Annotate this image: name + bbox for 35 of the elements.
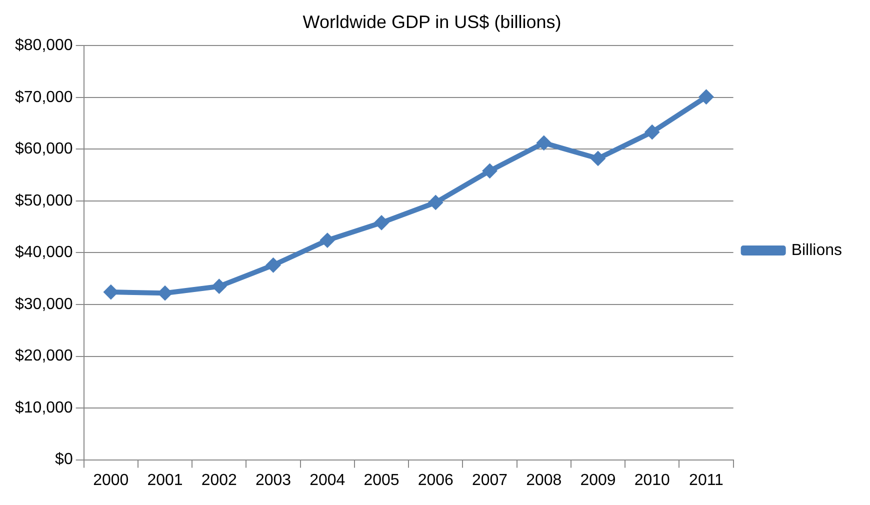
y-tick-label: $80,000 (14, 37, 73, 54)
y-tick-label: $20,000 (14, 348, 73, 365)
x-tick-label: 2001 (147, 472, 183, 489)
y-tick-label: $40,000 (14, 244, 73, 262)
legend-label: Billions (791, 242, 842, 259)
y-tick-label: $50,000 (14, 192, 73, 210)
point (698, 89, 714, 104)
point (266, 258, 281, 273)
x-tick-label: 2008 (526, 472, 562, 489)
point (482, 163, 498, 178)
y-tick-label: $70,000 (14, 88, 73, 106)
x-tick-label: 2000 (93, 472, 129, 489)
x-tick-label: 2007 (472, 472, 508, 489)
x-tick-label: 2005 (364, 472, 400, 489)
chart-title: Worldwide GDP in US$ (billions) (302, 12, 562, 32)
y-tick-label: $60,000 (14, 140, 73, 158)
x-tick-label: 2002 (201, 472, 238, 489)
x-tick-label: 2011 (689, 472, 724, 489)
point (103, 284, 118, 300)
x-tick-label: 2004 (310, 472, 346, 489)
point (590, 150, 606, 166)
point (212, 278, 227, 294)
point (536, 135, 552, 150)
y-tick-label: $10,000 (14, 399, 73, 416)
x-tick-label: 2006 (418, 472, 454, 489)
point (320, 232, 335, 248)
point (374, 215, 390, 230)
point (158, 286, 173, 301)
point (428, 194, 444, 210)
x-tick-label: 2009 (580, 472, 616, 489)
point (644, 124, 660, 140)
y-tick-label: $30,000 (14, 296, 73, 313)
x-tick-label: 2003 (255, 472, 292, 489)
x-tick-label: 2010 (634, 472, 670, 489)
y-tick-label: $0 (55, 451, 73, 468)
